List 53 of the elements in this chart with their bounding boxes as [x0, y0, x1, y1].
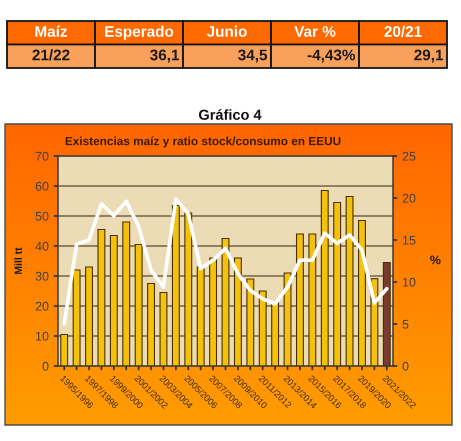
- y2-tick-label: 5: [402, 320, 408, 329]
- category-label: Var %: [294, 26, 336, 37]
- bar: [358, 220, 366, 366]
- y-tick-label: 30: [36, 272, 48, 281]
- bar: [209, 257, 218, 366]
- bar: [97, 228, 106, 366]
- bar: [333, 202, 342, 366]
- bar: [346, 196, 354, 366]
- bar: [296, 233, 304, 366]
- category-label: Maíz: [35, 25, 68, 37]
- bar: [147, 282, 156, 366]
- category-label: 20/21: [384, 26, 422, 38]
- y-axis-title: Mill tt: [14, 248, 22, 274]
- text: 36,1: [150, 50, 180, 63]
- bar: [271, 302, 280, 366]
- y-tick-label: 0: [42, 362, 48, 371]
- bar: [308, 233, 316, 366]
- bar: [122, 221, 130, 366]
- bar: [134, 244, 143, 366]
- y2-axis-title: %: [430, 256, 441, 264]
- text: 21/22: [32, 49, 70, 61]
- bar: [246, 278, 254, 366]
- text: -4,43%: [308, 50, 356, 63]
- y2-tick-label: 10: [402, 278, 416, 287]
- bar: [72, 269, 81, 366]
- y-tick-label: 20: [36, 302, 48, 311]
- y2-tick-label: 25: [402, 152, 416, 161]
- chart-title: Gráfico 4: [198, 109, 262, 120]
- bar: [284, 272, 292, 366]
- bar: [320, 190, 329, 366]
- y-tick-label: 50: [36, 212, 48, 221]
- y-tick-label: 10: [36, 332, 48, 341]
- y-tick-label: 70: [36, 152, 48, 161]
- category-label: Junio: [206, 26, 247, 37]
- line-series: [62, 197, 389, 326]
- category-label: Esperado: [105, 26, 174, 40]
- y2-tick-label: 0: [402, 362, 408, 371]
- y2-tick-label: 15: [402, 236, 416, 245]
- text: 29,1: [414, 50, 444, 63]
- chart-subtitle: Existencias maíz y ratio stock/consumo en EEUU: [66, 136, 340, 148]
- bar: [159, 292, 168, 366]
- y2-tick-label: 20: [402, 194, 416, 203]
- y-tick-label: 60: [36, 182, 48, 191]
- bar: [196, 266, 205, 366]
- text: 34,5: [238, 50, 268, 63]
- bar: [110, 234, 118, 366]
- bar: [222, 238, 230, 366]
- bar: [382, 262, 391, 366]
- bar: [60, 334, 68, 366]
- y-tick-label: 40: [35, 242, 48, 251]
- bar: [172, 204, 180, 366]
- bar: [85, 266, 93, 366]
- bar: [234, 257, 242, 366]
